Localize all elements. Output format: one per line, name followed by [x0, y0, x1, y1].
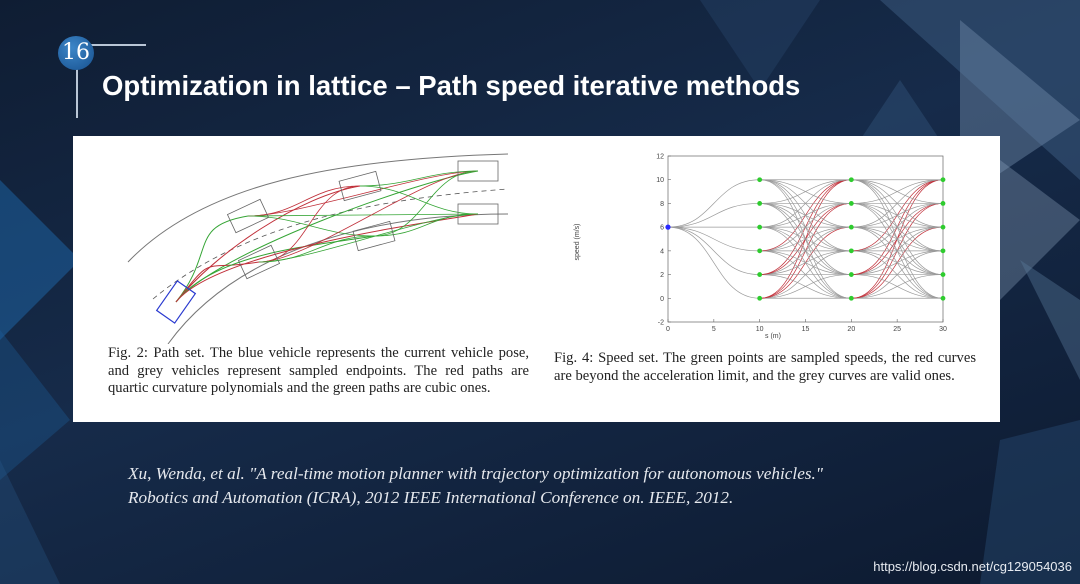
- sample-point: [757, 224, 763, 230]
- path-set-diagram: [127, 153, 509, 344]
- speed-curve: [759, 179, 852, 275]
- y-tick-label: 8: [660, 201, 664, 208]
- speed-curve: [667, 179, 760, 228]
- left-figure-caption: Fig. 2: Path set. The blue vehicle repre…: [108, 345, 529, 396]
- x-axis-label: s (m): [765, 333, 781, 340]
- speed-curve: [667, 203, 760, 228]
- sample-point: [848, 224, 854, 230]
- speed-curve: [851, 179, 944, 228]
- x-tick-label: 5: [712, 326, 716, 333]
- speed-curve: [759, 179, 852, 252]
- path-curve: [175, 170, 479, 303]
- y-tick-label: -2: [658, 320, 664, 327]
- x-tick-label: 10: [756, 326, 764, 333]
- x-tick-label: 20: [847, 326, 855, 333]
- y-tick-label: 12: [656, 154, 664, 161]
- speed-curve: [759, 179, 852, 204]
- sample-point: [848, 177, 854, 183]
- speed-curve: [759, 179, 852, 228]
- path-curve: [175, 213, 479, 303]
- sample-point: [757, 201, 763, 206]
- speed-curve: [667, 226, 760, 275]
- path-curve: [247, 213, 479, 217]
- sample-point: [757, 248, 763, 254]
- x-tick-label: 0: [666, 326, 670, 333]
- path-curve: [373, 213, 479, 237]
- path-curve: [247, 170, 479, 217]
- path-curve: [373, 170, 479, 237]
- path-curve: [359, 170, 479, 187]
- x-tick-label: 30: [939, 326, 947, 333]
- watermark-url: https://blog.csdn.net/cg129054036: [873, 559, 1072, 574]
- sample-point: [848, 272, 854, 277]
- speed-curve: [759, 274, 852, 299]
- sample-point: [848, 201, 854, 206]
- speed-curve: [851, 250, 944, 299]
- speed-curve: [759, 203, 852, 299]
- speed-curve: [851, 226, 944, 299]
- speed-curve: [851, 203, 944, 299]
- path-curve: [175, 185, 361, 303]
- path-curve: [175, 215, 249, 303]
- slide-title: Optimization in lattice – Path speed ite…: [102, 70, 801, 101]
- sample-point: [757, 295, 763, 301]
- right-figure-caption: Fig. 4: Speed set. The green points are …: [554, 350, 976, 384]
- path-curve: [175, 261, 260, 303]
- sample-point: [848, 295, 854, 301]
- path-curve: [247, 215, 375, 237]
- x-tick-label: 15: [802, 326, 810, 333]
- path-curve: [258, 170, 479, 263]
- y-tick-label: 6: [660, 225, 664, 232]
- title-frame: [76, 44, 146, 118]
- speed-curve: [667, 226, 760, 299]
- sample-point: [757, 177, 763, 183]
- speed-curve: [759, 179, 852, 299]
- speed-curve: [851, 274, 944, 299]
- speed-curve: [851, 179, 944, 299]
- path-curve: [258, 185, 361, 263]
- path-curve: [175, 235, 375, 303]
- speed-curve: [851, 179, 944, 252]
- y-tick-label: 10: [656, 177, 664, 184]
- sample-point: [940, 177, 946, 183]
- speed-curve: [759, 250, 852, 299]
- speed-curve: [851, 179, 944, 275]
- sample-point: [757, 272, 763, 277]
- sample-point: [940, 272, 946, 277]
- y-axis-label: speed (m/s): [574, 224, 581, 261]
- citation: Xu, Wenda, et al. "A real-time motion pl…: [128, 462, 823, 510]
- y-tick-label: 4: [660, 248, 664, 255]
- sample-point: [848, 248, 854, 254]
- x-tick-label: 25: [893, 326, 901, 333]
- y-tick-label: 0: [660, 296, 664, 303]
- sample-point: [940, 248, 946, 254]
- sample-point: [940, 224, 946, 230]
- citation-line-2: Robotics and Automation (ICRA), 2012 IEE…: [128, 488, 734, 507]
- slide-number-badge: 16: [58, 36, 94, 70]
- y-tick-label: 2: [660, 272, 664, 279]
- speed-curve: [667, 226, 760, 252]
- figure-panel: 0 5 10 15 20 25 30 -2 0 2 4 6 8 10 12 s (m) speed (m/s…: [73, 136, 1000, 422]
- speed-curve: [759, 226, 852, 299]
- sample-point: [940, 295, 946, 301]
- sample-point: [940, 201, 946, 206]
- path-curve: [247, 185, 361, 217]
- citation-line-1: Xu, Wenda, et al. "A real-time motion pl…: [128, 464, 824, 483]
- speed-curve: [851, 179, 944, 204]
- start-point: [665, 224, 671, 230]
- path-curve: [359, 185, 479, 215]
